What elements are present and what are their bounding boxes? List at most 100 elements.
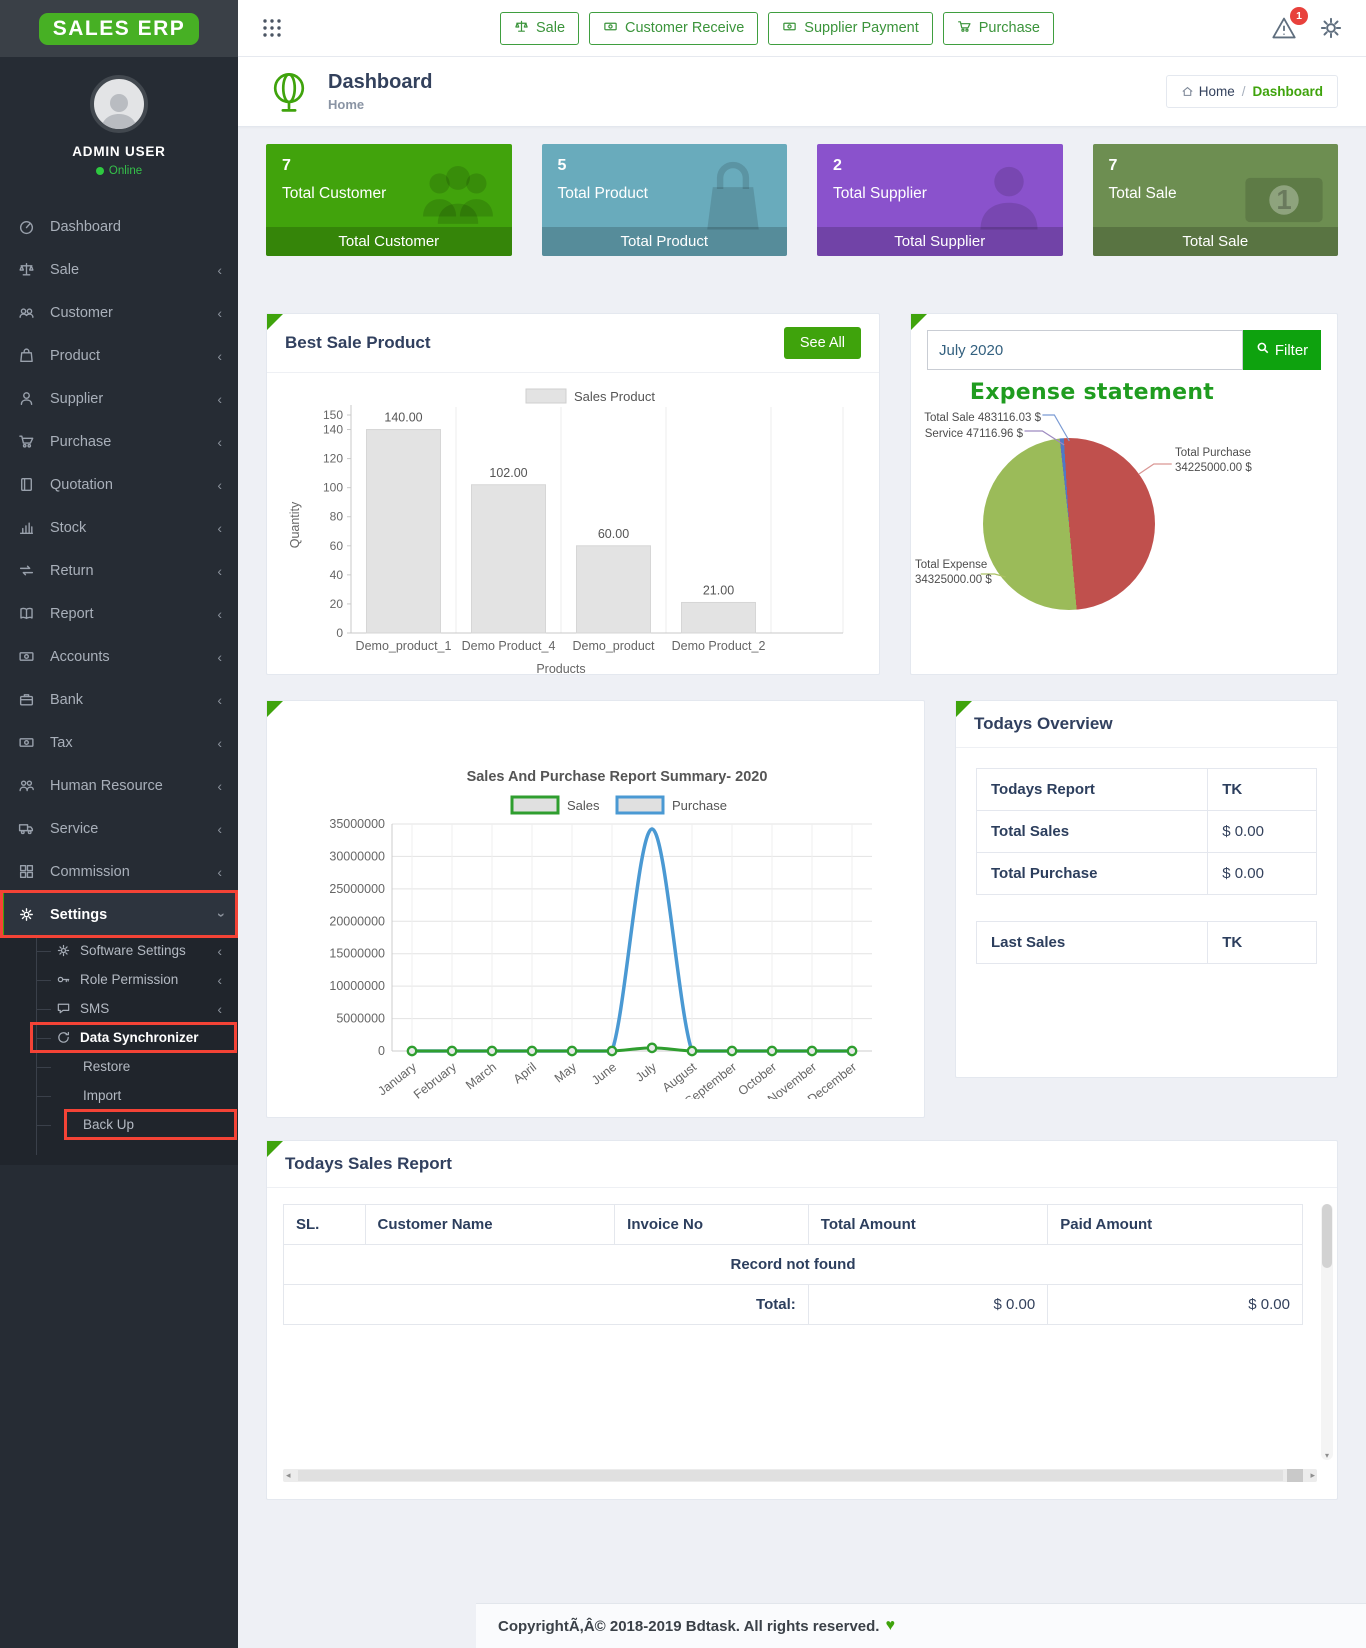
sidebar-item-sale[interactable]: Sale ‹	[0, 248, 238, 291]
sidebar-item-human-resource[interactable]: Human Resource ‹	[0, 764, 238, 807]
banknote-fill-icon: 1	[1245, 177, 1323, 223]
sidebar-item-supplier[interactable]: Supplier ‹	[0, 377, 238, 420]
chevron-left-icon: ‹	[217, 261, 222, 278]
sidebar-item-stock[interactable]: Stock ‹	[0, 506, 238, 549]
sidebar-item-restore[interactable]: Restore	[0, 1052, 238, 1081]
globe-icon	[266, 69, 312, 115]
filter-button-label: Filter	[1274, 341, 1309, 359]
sidebar-item-sms[interactable]: SMS ‹	[0, 994, 238, 1023]
scroll-left-arrow[interactable]: ◂	[286, 1470, 291, 1480]
column-header: Total Amount	[807, 1204, 1049, 1245]
svg-text:Demo Product_4: Demo Product_4	[462, 639, 556, 653]
column-header: Paid Amount	[1047, 1204, 1303, 1245]
card-footer: Total Supplier	[817, 227, 1063, 256]
purchase-button[interactable]: Purchase	[942, 11, 1054, 45]
total-label: Total:	[283, 1284, 809, 1325]
app-logo[interactable]: SALES ERP	[0, 0, 238, 57]
settings-gear-icon[interactable]	[1318, 15, 1344, 41]
svg-text:10000000: 10000000	[329, 979, 385, 993]
sidebar-item-commission[interactable]: Commission ‹	[0, 850, 238, 893]
scroll-right-arrow[interactable]: ▸	[1310, 1470, 1315, 1480]
money-icon	[603, 19, 618, 38]
stat-card-total-customer[interactable]: 7 Total Customer Total Customer	[266, 144, 512, 256]
sidebar-item-import[interactable]: Import	[0, 1081, 238, 1110]
sales-purchase-summary-panel: Sales And Purchase Report Summary- 2020 S…	[266, 700, 925, 1118]
svg-text:25000000: 25000000	[329, 882, 385, 896]
sidebar-item-software-settings[interactable]: Software Settings ‹	[0, 936, 238, 965]
users-icon	[18, 777, 37, 794]
svg-text:Demo_product: Demo_product	[573, 639, 656, 653]
column-header: SL.	[283, 1204, 366, 1245]
scales-icon	[514, 19, 529, 38]
expense-filter-row: Filter	[927, 330, 1321, 370]
scrollbar-thumb[interactable]	[1322, 1204, 1332, 1268]
sidebar-item-service[interactable]: Service ‹	[0, 807, 238, 850]
sidebar-item-quotation[interactable]: Quotation ‹	[0, 463, 238, 506]
svg-text:Purchase: Purchase	[672, 798, 727, 813]
user-fill-icon	[979, 166, 1038, 230]
page-title: Dashboard	[328, 71, 433, 93]
todays-sales-report-panel: Todays Sales Report SL. Customer Name Invo…	[266, 1140, 1338, 1500]
pie-label-service: Service 47116.96 $	[924, 428, 1023, 440]
horizontal-scrollbar[interactable]: ◂ ▸	[283, 1469, 1317, 1482]
chevron-left-icon: ‹	[217, 347, 222, 364]
svg-text:15000000: 15000000	[329, 947, 385, 961]
stat-cards: 7 Total Customer Total Customer 5 Total Prod…	[266, 144, 1338, 256]
bag-icon	[18, 347, 37, 364]
scrollbar-thumb[interactable]	[298, 1470, 1283, 1481]
scroll-down-arrow[interactable]: ▾	[1324, 1451, 1329, 1460]
sidebar-item-product[interactable]: Product ‹	[0, 334, 238, 377]
sidebar-item-data-synchronizer[interactable]: Data Synchronizer	[0, 1023, 238, 1052]
sidebar-item-return[interactable]: Return ‹	[0, 549, 238, 592]
sale-button[interactable]: Sale	[499, 11, 580, 45]
sidebar-item-settings[interactable]: Settings ‹	[0, 893, 238, 936]
customer-receive-button[interactable]: Customer Receive	[589, 11, 759, 45]
see-all-button[interactable]: See All	[783, 327, 861, 359]
sidebar-item-back-up[interactable]: Back Up	[0, 1110, 238, 1139]
sidebar-item-purchase[interactable]: Purchase ‹	[0, 420, 238, 463]
topbar: Sale Customer Receive Supplier Payment Purc…	[238, 0, 1366, 57]
todays-overview-panel: Todays Overview Todays Report TK Total Sa…	[955, 700, 1338, 1078]
panel-title: Todays Overview	[974, 714, 1113, 733]
gear-icon	[18, 906, 37, 923]
supplier-payment-button[interactable]: Supplier Payment	[768, 11, 933, 45]
online-status: Online	[0, 165, 238, 177]
filter-button[interactable]: Filter	[1243, 330, 1321, 370]
stat-card-total-supplier[interactable]: 2 Total Supplier Total Supplier	[817, 144, 1063, 256]
chevron-left-icon: ‹	[217, 734, 222, 751]
chevron-left-icon: ‹	[217, 605, 222, 622]
card-footer: Total Customer	[266, 227, 512, 256]
sidebar-item-bank[interactable]: Bank ‹	[0, 678, 238, 721]
breadcrumb-home[interactable]: Home	[1181, 84, 1235, 99]
svg-text:100: 100	[323, 481, 343, 495]
month-filter-input[interactable]	[927, 330, 1243, 370]
svg-text:Sales: Sales	[567, 798, 600, 813]
card-value: 2	[833, 157, 842, 174]
svg-text:1: 1	[1276, 184, 1291, 215]
svg-text:Sales And Purchase Report Summ: Sales And Purchase Report Summary- 2020	[467, 769, 768, 785]
pie-label-total-purchase: Total Purchase 34225000.00 $	[1175, 447, 1252, 475]
total-amount-value: $ 0.00	[807, 1284, 1049, 1325]
vertical-scrollbar[interactable]: ▾	[1321, 1204, 1333, 1460]
scrollbar-end-thumb[interactable]	[1287, 1469, 1303, 1482]
sidebar-item-role-permission[interactable]: Role Permission ‹	[0, 965, 238, 994]
pie-label-total-expense: Total Expense 34325000.00 $	[915, 559, 992, 587]
expense-pie-figure: Expense statement Total Sale 483116.03 $…	[915, 374, 1321, 662]
card-value: 5	[557, 157, 567, 174]
stat-card-total-sale[interactable]: 7 Total Sale 1 Total Sale	[1092, 144, 1338, 256]
sidebar-item-tax[interactable]: Tax ‹	[0, 721, 238, 764]
avatar	[90, 75, 148, 133]
svg-text:Quantity: Quantity	[288, 501, 302, 548]
alert-icon[interactable]: 1	[1270, 7, 1308, 41]
home-icon	[1181, 85, 1194, 98]
svg-text:35000000: 35000000	[329, 817, 385, 831]
sidebar-item-customer[interactable]: Customer ‹	[0, 291, 238, 334]
alert-badge: 1	[1290, 7, 1308, 25]
sidebar-item-dashboard[interactable]: Dashboard	[0, 205, 238, 248]
online-dot	[95, 167, 104, 175]
truck-icon	[18, 820, 37, 837]
apps-grid-icon[interactable]	[260, 16, 284, 40]
sidebar-item-report[interactable]: Report ‹	[0, 592, 238, 635]
sidebar-item-accounts[interactable]: Accounts ‹	[0, 635, 238, 678]
stat-card-total-product[interactable]: 5 Total Product Total Product	[541, 144, 787, 256]
